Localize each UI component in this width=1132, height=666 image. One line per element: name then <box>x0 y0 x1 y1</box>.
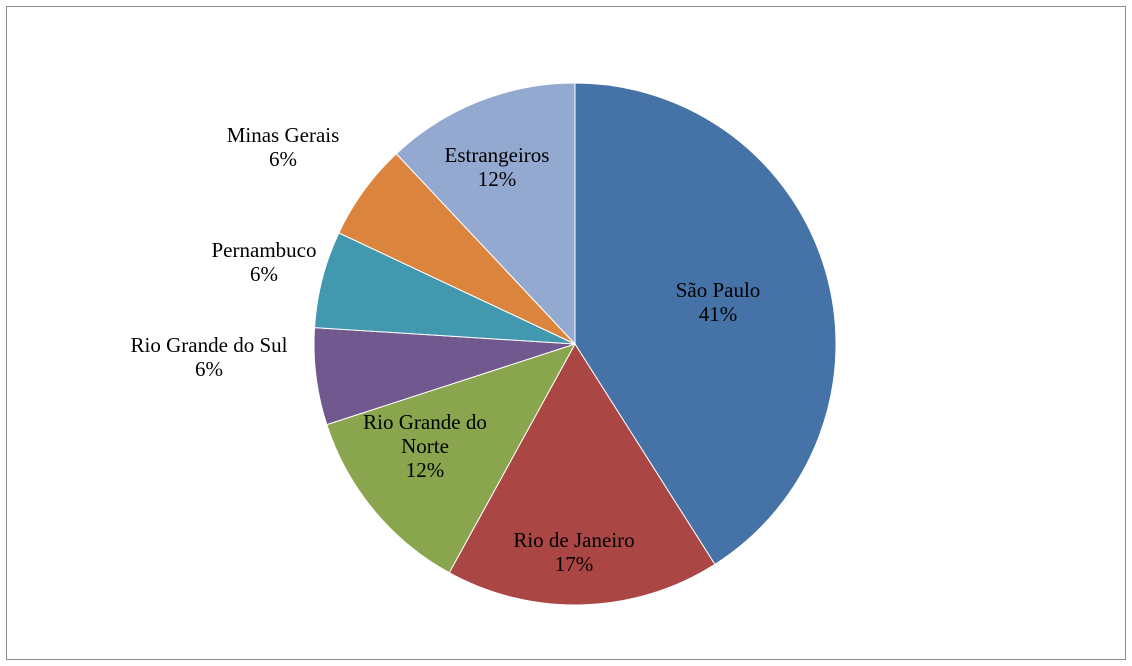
data-label-rio-grande-do-norte: Rio Grande do Norte 12% <box>363 410 487 482</box>
pie-slice-s-o-paulo <box>574 82 837 566</box>
pie-slice-rio-de-janeiro <box>448 343 716 606</box>
data-label-rio-de-janeiro: Rio de Janeiro 17% <box>513 528 634 576</box>
data-label-rio-grande-do-sul: Rio Grande do Sul 6% <box>131 333 288 381</box>
data-label-s-o-paulo: São Paulo 41% <box>676 278 761 326</box>
pie-slice-estrangeiros <box>395 82 576 346</box>
pie-labels: São Paulo 41% Rio de Janeiro 17% Rio Grande … <box>131 123 761 576</box>
data-label-pernambuco: Pernambuco 6% <box>212 238 317 286</box>
pie-slice-rio-grande-do-norte <box>326 343 577 574</box>
pie-slices <box>313 82 837 606</box>
chart-area: São Paulo 41% Rio de Janeiro 17% Rio Grande … <box>6 6 1126 660</box>
data-label-minas-gerais: Minas Gerais 6% <box>227 123 340 171</box>
data-label-estrangeiros: Estrangeiros 12% <box>445 143 550 191</box>
pie-chart: São Paulo 41% Rio de Janeiro 17% Rio Grande … <box>131 82 837 606</box>
